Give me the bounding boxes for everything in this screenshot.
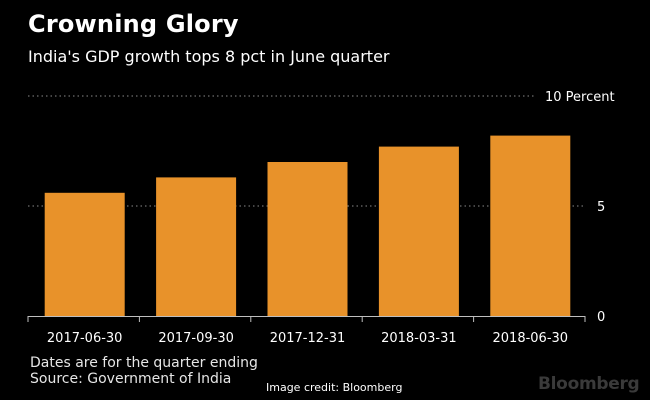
x-tick-label: 2017-09-30 [158, 331, 234, 346]
y-tick-label: 10 Percent [545, 90, 615, 105]
x-tick-label: 2018-03-31 [381, 331, 457, 346]
y-tick-label: 0 [597, 310, 605, 325]
footnote: Dates are for the quarter ending [30, 355, 258, 371]
y-tick-label: 5 [597, 200, 605, 215]
bar [156, 177, 237, 316]
x-tick-label: 2017-06-30 [47, 331, 123, 346]
chart-subtitle: India's GDP growth tops 8 pct in June qu… [28, 47, 390, 66]
bar [378, 146, 459, 316]
image-credit: Image credit: Bloomberg [266, 381, 403, 394]
chart-title: Crowning Glory [28, 10, 239, 38]
credit-strip [258, 378, 650, 400]
bar [44, 192, 125, 316]
source-note: Source: Government of India [30, 371, 232, 383]
bar [267, 162, 348, 316]
x-tick-label: 2018-06-30 [493, 331, 569, 346]
bar [490, 135, 571, 316]
x-tick-label: 2017-12-31 [270, 331, 346, 346]
bloomberg-logo: Bloomberg [538, 374, 640, 394]
